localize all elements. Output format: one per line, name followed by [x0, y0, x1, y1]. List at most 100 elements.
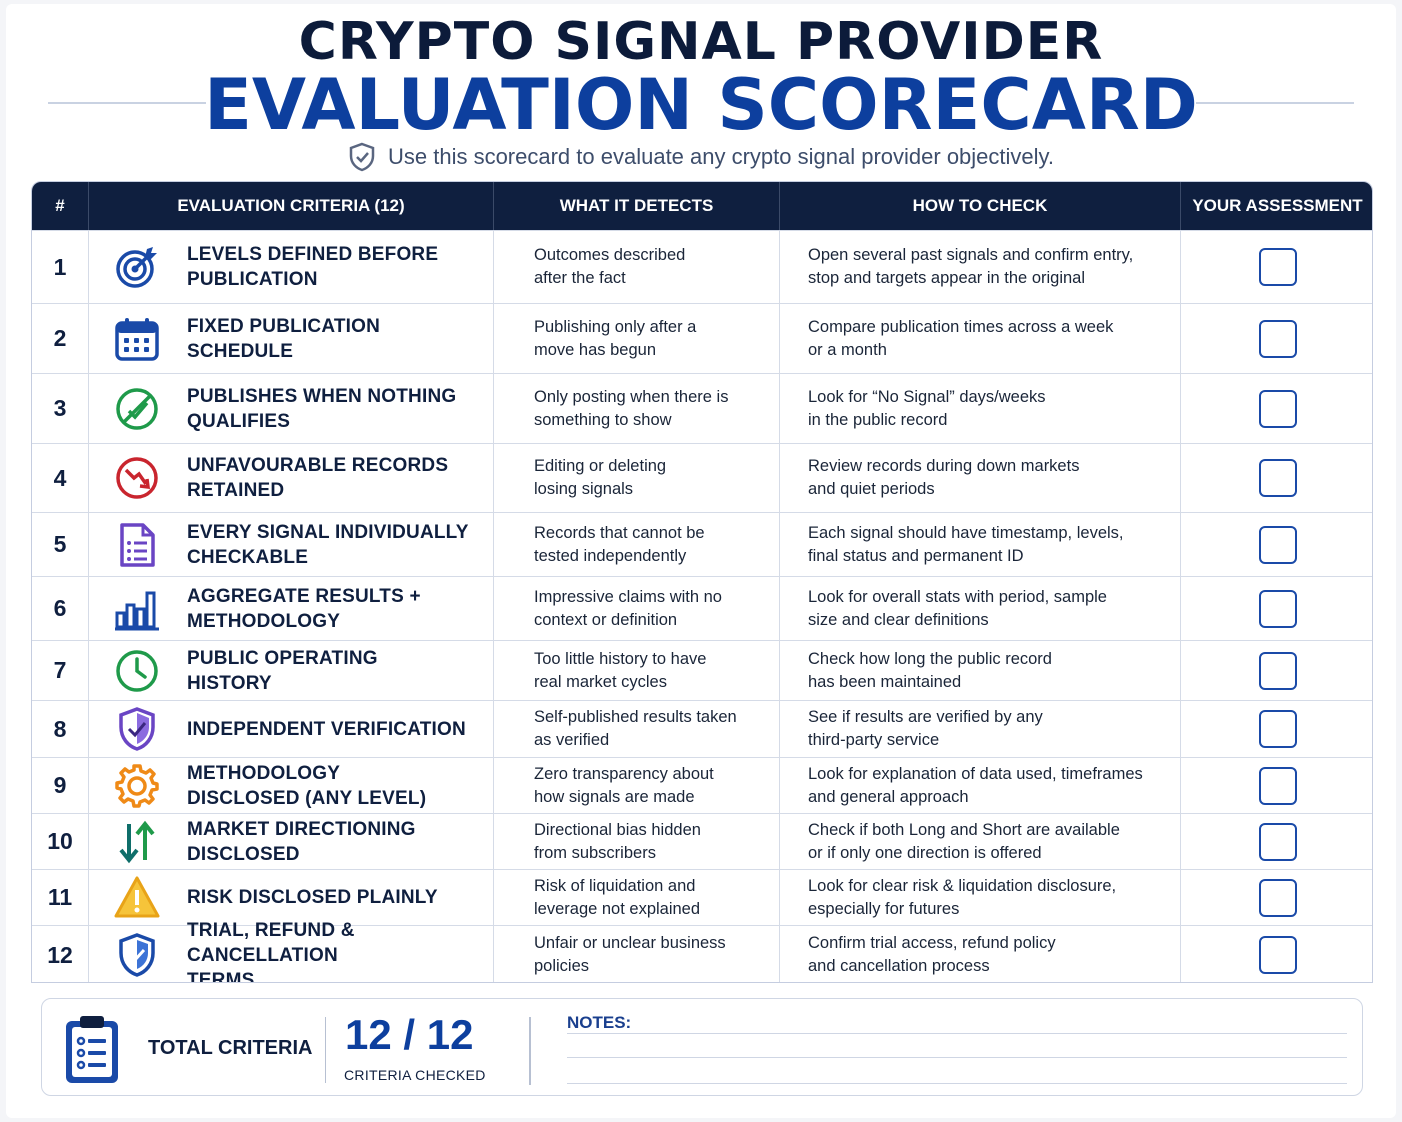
notes-line[interactable] — [567, 1033, 1347, 1034]
assessment-checkbox[interactable] — [1258, 878, 1297, 917]
detects-cell: Risk of liquidation and leverage not exp… — [494, 870, 780, 925]
row-number: 11 — [32, 870, 89, 925]
how-to-check-text: Confirm trial access, refund policy and … — [808, 934, 1056, 975]
detects-text: Self-published results taken as verified — [534, 708, 737, 749]
calendar-icon — [113, 315, 161, 363]
how-to-check-text: Check how long the public record has bee… — [808, 649, 1052, 691]
table-row: 6 AGGREGATE RESULTS + METHODOLOGY Impressi… — [32, 576, 1372, 640]
row-number: 9 — [32, 758, 89, 813]
how-to-check-cell: Check if both Long and Short are availab… — [780, 814, 1181, 869]
notes-line[interactable] — [567, 1083, 1347, 1084]
assessment-cell — [1181, 926, 1372, 982]
detects-cell: Records that cannot be tested independen… — [494, 513, 780, 576]
how-to-check-cell: Look for overall stats with period, samp… — [780, 577, 1181, 640]
how-to-check-text: Look for “No Signal” days/weeks in the p… — [808, 387, 1046, 429]
row-number: 2 — [32, 304, 89, 373]
assessment-checkbox[interactable] — [1258, 936, 1297, 974]
column-header-detects: WHAT IT DETECTS — [494, 182, 780, 230]
assessment-checkbox[interactable] — [1258, 822, 1297, 861]
detects-text: Only posting when there is something to … — [534, 387, 729, 429]
assessment-cell — [1181, 513, 1372, 576]
table-row: 4 UNFAVOURABLE RECORDS RETAINED Editing or… — [32, 443, 1372, 512]
detects-cell: Self-published results taken as verified — [494, 701, 780, 757]
detects-cell: Editing or deleting losing signals — [494, 444, 780, 512]
how-to-check-text: Each signal should have timestamp, level… — [808, 523, 1124, 565]
criteria-cell: FIXED PUBLICATION SCHEDULE — [89, 304, 494, 373]
criteria-cell: PUBLIC OPERATING HISTORY — [89, 641, 494, 700]
assessment-checkbox[interactable] — [1258, 389, 1297, 428]
total-criteria-label: TOTAL CRITERIA — [148, 1037, 313, 1059]
criteria-label: EVERY SIGNAL INDIVIDUALLY CHECKABLE — [187, 521, 469, 568]
assessment-checkbox[interactable] — [1258, 651, 1297, 690]
table-row: 5 EVERY SIGNAL INDIVIDUALLY CHECKABLE Reco… — [32, 512, 1372, 576]
assessment-checkbox[interactable] — [1258, 319, 1297, 358]
shield-check-icon — [349, 142, 375, 172]
row-number: 10 — [32, 814, 89, 869]
criteria-label: UNFAVOURABLE RECORDS RETAINED — [187, 455, 449, 501]
criteria-label: PUBLIC OPERATING HISTORY — [187, 647, 378, 694]
assessment-cell — [1181, 814, 1372, 869]
criteria-cell: EVERY SIGNAL INDIVIDUALLY CHECKABLE — [89, 513, 494, 576]
clipboard-icon — [66, 1016, 118, 1083]
column-header-criteria: EVALUATION CRITERIA (12) — [89, 182, 494, 230]
detects-cell: Unfair or unclear business policies — [494, 926, 780, 982]
notes-label: NOTES: — [567, 1013, 632, 1032]
row-number: 4 — [32, 444, 89, 512]
table-row: 8 INDEPENDENT VERIFICATION Self-published … — [32, 700, 1372, 757]
assessment-checkbox[interactable] — [1258, 710, 1297, 748]
column-header-number: # — [32, 182, 89, 230]
how-to-check-text: Look for overall stats with period, samp… — [808, 587, 1107, 629]
row-number: 6 — [32, 577, 89, 640]
detects-cell: Directional bias hidden from subscribers — [494, 814, 780, 869]
how-to-check-cell: Check how long the public record has bee… — [780, 641, 1181, 700]
row-number: 5 — [32, 513, 89, 576]
row-number: 8 — [32, 701, 89, 757]
page-title-line2: EVALUATION SCORECARD — [204, 64, 1198, 146]
how-to-check-text: Look for explanation of data used, timef… — [808, 764, 1143, 806]
subtitle: Use this scorecard to evaluate any crypt… — [0, 142, 1402, 172]
footer-divider — [325, 1017, 326, 1083]
detects-text: Outcomes described after the fact — [534, 246, 686, 287]
detects-text: Impressive claims with no context or def… — [534, 587, 722, 629]
how-to-check-cell: Look for “No Signal” days/weeks in the p… — [780, 374, 1181, 443]
warning-icon — [113, 874, 161, 922]
title-rule-left — [48, 102, 206, 104]
criteria-cell: MARKET DIRECTIONING DISCLOSED — [89, 814, 494, 869]
criteria-checked-label: CRITERIA CHECKED — [344, 1067, 486, 1083]
detects-text: Risk of liquidation and leverage not exp… — [534, 876, 701, 918]
detects-text: Zero transparency about how signals are … — [534, 764, 714, 806]
criteria-cell: RISK DISCLOSED PLAINLY — [89, 870, 494, 925]
assessment-checkbox[interactable] — [1258, 459, 1297, 497]
title-rule-right — [1196, 102, 1354, 104]
assessment-checkbox[interactable] — [1258, 525, 1297, 564]
how-to-check-cell: Compare publication times across a week … — [780, 304, 1181, 373]
assessment-checkbox[interactable] — [1258, 589, 1297, 628]
criteria-label: MARKET DIRECTIONING DISCLOSED — [187, 818, 416, 865]
criteria-label: METHODOLOGY DISCLOSED (ANY LEVEL) — [187, 762, 427, 809]
assessment-cell — [1181, 304, 1372, 373]
how-to-check-cell: Look for explanation of data used, timef… — [780, 758, 1181, 813]
bar-chart-icon — [113, 585, 161, 633]
how-to-check-text: Compare publication times across a week … — [808, 317, 1114, 359]
criteria-label: INDEPENDENT VERIFICATION — [187, 718, 466, 740]
detects-cell: Outcomes described after the fact — [494, 231, 780, 303]
criteria-cell: LEVELS DEFINED BEFORE PUBLICATION — [89, 231, 494, 303]
table-row: 9 METHODOLOGY DISCLOSED (ANY LEVEL) Zero t… — [32, 757, 1372, 813]
shield-icon — [113, 931, 161, 979]
criteria-cell: TRIAL, REFUND & CANCELLATION TERMS — [89, 920, 494, 982]
criteria-label: AGGREGATE RESULTS + METHODOLOGY — [187, 585, 421, 632]
criteria-label: TRIAL, REFUND & CANCELLATION TERMS — [187, 919, 355, 983]
criteria-score: 12 / 12 — [345, 1011, 474, 1058]
how-to-check-text: Open several past signals and confirm en… — [808, 246, 1134, 287]
subtitle-text: Use this scorecard to evaluate any crypt… — [387, 144, 1055, 169]
criteria-label: LEVELS DEFINED BEFORE PUBLICATION — [187, 244, 439, 290]
detects-text: Unfair or unclear business policies — [534, 934, 726, 975]
how-to-check-text: Review records during down markets and q… — [808, 457, 1080, 498]
row-number: 1 — [32, 231, 89, 303]
assessment-cell — [1181, 374, 1372, 443]
assessment-checkbox[interactable] — [1258, 248, 1297, 286]
detects-cell: Impressive claims with no context or def… — [494, 577, 780, 640]
row-number: 3 — [32, 374, 89, 443]
notes-line[interactable] — [567, 1057, 1347, 1058]
assessment-checkbox[interactable] — [1258, 766, 1297, 805]
